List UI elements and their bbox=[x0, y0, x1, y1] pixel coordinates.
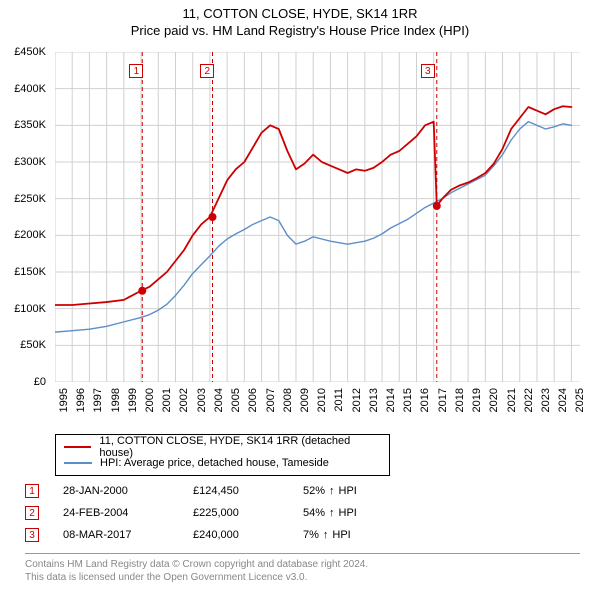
sale-marker-icon: 3 bbox=[25, 528, 39, 542]
footer-line1: Contains HM Land Registry data © Crown c… bbox=[25, 558, 580, 571]
chart-title-address: 11, COTTON CLOSE, HYDE, SK14 1RR bbox=[0, 6, 600, 21]
sale-callout-1: 1 bbox=[129, 64, 143, 78]
legend-swatch-property bbox=[64, 446, 91, 448]
x-tick-label: 2021 bbox=[506, 388, 518, 412]
x-tick-label: 2001 bbox=[161, 388, 173, 412]
sale-pct: 7% ↑ HPI bbox=[303, 529, 403, 541]
sale-price: £240,000 bbox=[193, 529, 303, 541]
x-tick-label: 2015 bbox=[402, 388, 414, 412]
sale-price: £124,450 bbox=[193, 485, 303, 497]
up-arrow-icon: ↑ bbox=[329, 507, 335, 519]
footer-line2: This data is licensed under the Open Gov… bbox=[25, 571, 580, 584]
x-tick-label: 2009 bbox=[299, 388, 311, 412]
y-tick-label: £250K bbox=[14, 193, 46, 205]
sale-date: 28-JAN-2000 bbox=[63, 485, 193, 497]
sale-callout-2: 2 bbox=[200, 64, 214, 78]
sale-row: 3 08-MAR-2017£240,0007% ↑ HPI bbox=[25, 524, 580, 546]
y-tick-label: £300K bbox=[14, 156, 46, 168]
sale-callout-3: 3 bbox=[421, 64, 435, 78]
x-tick-label: 1998 bbox=[110, 388, 122, 412]
x-tick-label: 2011 bbox=[333, 388, 345, 412]
y-tick-label: £50K bbox=[20, 339, 46, 351]
x-tick-label: 2005 bbox=[230, 388, 242, 412]
x-tick-label: 2025 bbox=[574, 388, 586, 412]
x-tick-label: 2000 bbox=[144, 388, 156, 412]
x-tick-label: 2016 bbox=[419, 388, 431, 412]
sale-marker-icon: 1 bbox=[25, 484, 39, 498]
chart-plot-area: 1 2 3 bbox=[55, 52, 580, 382]
x-tick-label: 2007 bbox=[265, 388, 277, 412]
sale-price: £225,000 bbox=[193, 507, 303, 519]
sale-pct: 54% ↑ HPI bbox=[303, 507, 403, 519]
y-tick-label: £0 bbox=[34, 376, 46, 388]
x-tick-label: 1997 bbox=[92, 388, 104, 412]
x-tick-label: 2023 bbox=[540, 388, 552, 412]
x-axis: 1995 1996 1997 1998 1999 2000 2001 2002 2003 2004… bbox=[55, 384, 580, 434]
up-arrow-icon: ↑ bbox=[329, 485, 335, 497]
legend-swatch-hpi bbox=[64, 462, 92, 464]
x-tick-label: 2019 bbox=[471, 388, 483, 412]
sale-row: 2 24-FEB-2004£225,00054% ↑ HPI bbox=[25, 502, 580, 524]
x-tick-label: 2004 bbox=[213, 388, 225, 412]
y-tick-label: £150K bbox=[14, 266, 46, 278]
sale-pct: 52% ↑ HPI bbox=[303, 485, 403, 497]
sale-marker-icon: 2 bbox=[25, 506, 39, 520]
legend-label-property: 11, COTTON CLOSE, HYDE, SK14 1RR (detach… bbox=[99, 435, 381, 459]
x-tick-label: 2013 bbox=[368, 388, 380, 412]
up-arrow-icon: ↑ bbox=[323, 529, 329, 541]
sale-date: 08-MAR-2017 bbox=[63, 529, 193, 541]
x-tick-label: 2017 bbox=[437, 388, 449, 412]
x-tick-label: 2008 bbox=[282, 388, 294, 412]
legend-label-hpi: HPI: Average price, detached house, Tame… bbox=[100, 457, 329, 469]
legend-item-property: 11, COTTON CLOSE, HYDE, SK14 1RR (detach… bbox=[64, 439, 381, 455]
x-tick-label: 2010 bbox=[316, 388, 328, 412]
x-tick-label: 2022 bbox=[523, 388, 535, 412]
x-tick-label: 1996 bbox=[75, 388, 87, 412]
y-tick-label: £450K bbox=[14, 46, 46, 58]
y-tick-label: £200K bbox=[14, 229, 46, 241]
x-tick-label: 2012 bbox=[351, 388, 363, 412]
x-tick-label: 2014 bbox=[385, 388, 397, 412]
x-tick-label: 2003 bbox=[196, 388, 208, 412]
chart-title-subtitle: Price paid vs. HM Land Registry's House … bbox=[0, 23, 600, 38]
y-axis: £0£50K£100K£150K£200K£250K£300K£350K£400… bbox=[0, 52, 50, 382]
x-tick-label: 1995 bbox=[58, 388, 70, 412]
legend: 11, COTTON CLOSE, HYDE, SK14 1RR (detach… bbox=[55, 434, 390, 476]
sale-date: 24-FEB-2004 bbox=[63, 507, 193, 519]
footer-attribution: Contains HM Land Registry data © Crown c… bbox=[25, 553, 580, 584]
x-tick-label: 2002 bbox=[178, 388, 190, 412]
y-tick-label: £350K bbox=[14, 119, 46, 131]
x-tick-label: 2020 bbox=[488, 388, 500, 412]
sales-table: 1 28-JAN-2000£124,45052% ↑ HPI 2 24-FEB-200… bbox=[25, 480, 580, 546]
x-tick-label: 2024 bbox=[557, 388, 569, 412]
x-tick-label: 1999 bbox=[127, 388, 139, 412]
sale-row: 1 28-JAN-2000£124,45052% ↑ HPI bbox=[25, 480, 580, 502]
chart-title-block: 11, COTTON CLOSE, HYDE, SK14 1RR Price p… bbox=[0, 0, 600, 40]
x-tick-label: 2006 bbox=[247, 388, 259, 412]
y-tick-label: £100K bbox=[14, 303, 46, 315]
y-tick-label: £400K bbox=[14, 83, 46, 95]
x-tick-label: 2018 bbox=[454, 388, 466, 412]
chart-svg bbox=[55, 52, 580, 382]
